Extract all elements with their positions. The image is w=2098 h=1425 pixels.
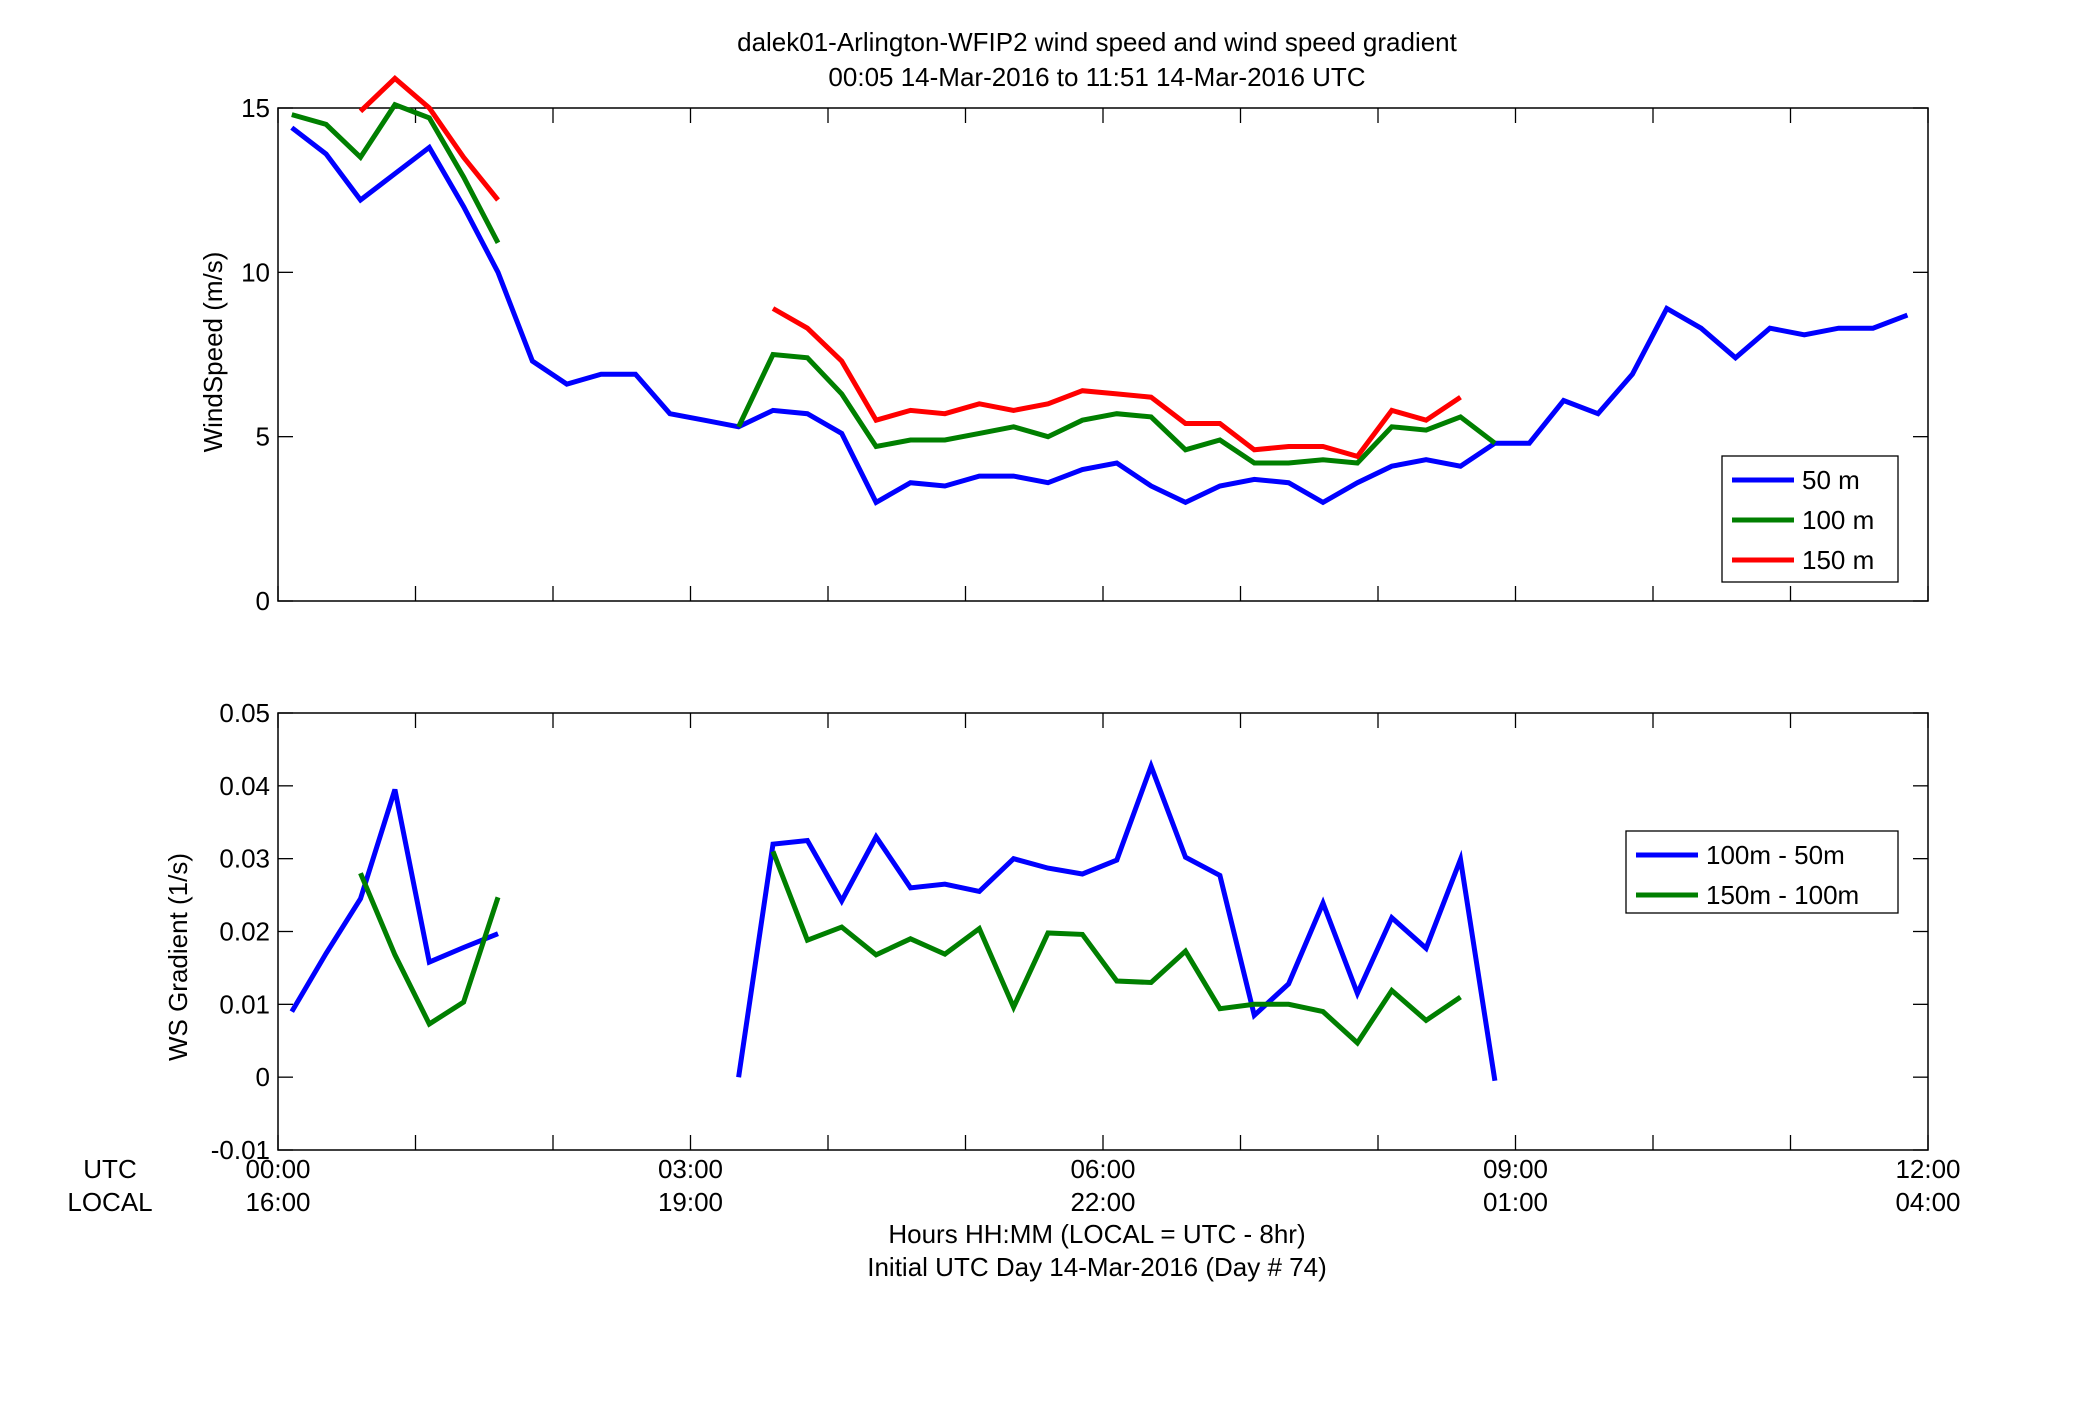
legend-label: 150m - 100m [1706,880,1859,910]
series-line-100m-50m [736,759,1498,1082]
gradient-panel: WS Gradient (1/s) -0.01 0 0.01 0.02 0.03 0.04… [163,698,1929,1165]
x-tick-label-utc: 03:00 [658,1154,723,1184]
legend: 100m - 50m 150m - 100m [1625,830,1899,914]
x-tick-label-local: 16:00 [245,1187,310,1217]
y-tick-label: 5 [256,422,270,452]
x-tick-label-local: 19:00 [658,1187,723,1217]
series-line-100-m [736,351,1497,466]
legend-label: 50 m [1802,465,1860,495]
legend-label: 100 m [1802,505,1874,535]
y-tick-label: 10 [241,257,270,287]
y-tick-label: 0 [256,1062,270,1092]
windspeed-y-axis-label: WindSpeed (m/s) [198,252,228,453]
y-tick-label: 0.03 [219,844,270,874]
x-axis-label-line2: Initial UTC Day 14-Mar-2016 (Day # 74) [867,1252,1327,1282]
x-tick-label-utc: 12:00 [1895,1154,1960,1184]
legend-box [1625,830,1899,914]
legend-label: 100m - 50m [1706,840,1845,870]
series-line-100m-50m [289,788,499,1013]
x-tick-label-local: 22:00 [1070,1187,1135,1217]
chart-title-line1: dalek01-Arlington-WFIP2 wind speed and w… [737,27,1458,57]
y-tick-label: 15 [241,93,270,123]
windspeed-panel: WindSpeed (m/s) 0 5 10 15 50 m 100 m 150 m [198,75,1929,616]
x-tick-label-utc: 09:00 [1483,1154,1548,1184]
y-tick-label: -0.01 [211,1135,270,1165]
gradient-y-axis-label: WS Gradient (1/s) [163,853,193,1061]
x-tick-label-local: 04:00 [1895,1187,1960,1217]
utc-row-label: UTC [83,1154,136,1184]
x-tick-label-utc: 00:00 [245,1154,310,1184]
legend-label: 150 m [1802,545,1874,575]
y-tick-label: 0.05 [219,698,270,728]
local-row-label: LOCAL [67,1187,152,1217]
series-line-150m-100m [770,850,1462,1047]
x-axis-label-line1: Hours HH:MM (LOCAL = UTC - 8hr) [888,1219,1305,1249]
y-tick-label: 0.02 [219,917,270,947]
series-line-100-m [291,101,501,244]
y-tick-label: 0 [256,586,270,616]
legend: 50 m 100 m 150 m [1721,455,1899,583]
chart-title-line2: 00:05 14-Mar-2016 to 11:51 14-Mar-2016 U… [828,62,1365,92]
y-tick-label: 0.01 [219,989,270,1019]
x-tick-label-utc: 06:00 [1070,1154,1135,1184]
x-tick-label-local: 01:00 [1483,1187,1548,1217]
series-line-150-m [358,75,500,202]
series-line-150m-100m [358,872,501,1028]
y-tick-label: 0.04 [219,771,270,801]
series-line-150-m [771,306,1462,460]
series-line-50-m [290,125,1909,506]
